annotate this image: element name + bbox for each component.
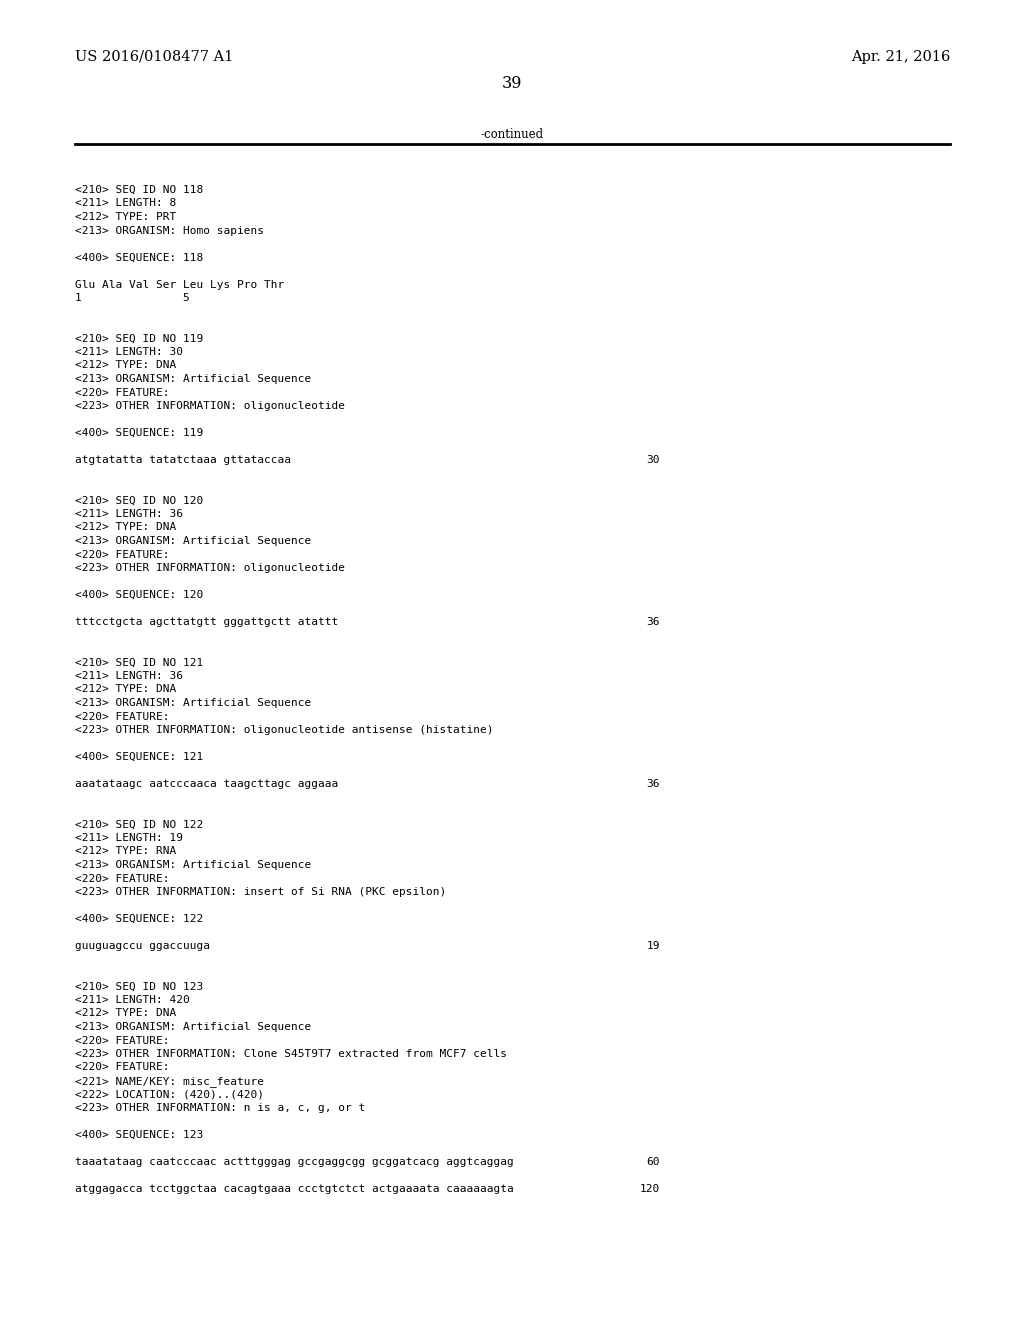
Text: <210> SEQ ID NO 119: <210> SEQ ID NO 119 [75,334,203,343]
Text: <400> SEQUENCE: 123: <400> SEQUENCE: 123 [75,1130,203,1140]
Text: <213> ORGANISM: Artificial Sequence: <213> ORGANISM: Artificial Sequence [75,1022,311,1032]
Text: 39: 39 [502,75,522,92]
Text: tttcctgcta agcttatgtt gggattgctt atattt: tttcctgcta agcttatgtt gggattgctt atattt [75,616,338,627]
Text: 120: 120 [640,1184,660,1195]
Text: atgtatatta tatatctaaa gttataccaa: atgtatatta tatatctaaa gttataccaa [75,455,291,465]
Text: 19: 19 [646,941,660,950]
Text: <400> SEQUENCE: 122: <400> SEQUENCE: 122 [75,913,203,924]
Text: <212> TYPE: PRT: <212> TYPE: PRT [75,213,176,222]
Text: -continued: -continued [480,128,544,141]
Text: <220> FEATURE:: <220> FEATURE: [75,711,170,722]
Text: <211> LENGTH: 8: <211> LENGTH: 8 [75,198,176,209]
Text: <222> LOCATION: (420)..(420): <222> LOCATION: (420)..(420) [75,1089,264,1100]
Text: <211> LENGTH: 36: <211> LENGTH: 36 [75,510,183,519]
Text: <220> FEATURE:: <220> FEATURE: [75,1063,170,1072]
Text: 60: 60 [646,1158,660,1167]
Text: <220> FEATURE:: <220> FEATURE: [75,388,170,397]
Text: <213> ORGANISM: Artificial Sequence: <213> ORGANISM: Artificial Sequence [75,861,311,870]
Text: <210> SEQ ID NO 122: <210> SEQ ID NO 122 [75,820,203,829]
Text: <400> SEQUENCE: 120: <400> SEQUENCE: 120 [75,590,203,601]
Text: <223> OTHER INFORMATION: oligonucleotide: <223> OTHER INFORMATION: oligonucleotide [75,401,345,411]
Text: <210> SEQ ID NO 123: <210> SEQ ID NO 123 [75,982,203,991]
Text: Glu Ala Val Ser Leu Lys Pro Thr: Glu Ala Val Ser Leu Lys Pro Thr [75,280,285,289]
Text: <211> LENGTH: 30: <211> LENGTH: 30 [75,347,183,356]
Text: <212> TYPE: DNA: <212> TYPE: DNA [75,360,176,371]
Text: 30: 30 [646,455,660,465]
Text: <220> FEATURE:: <220> FEATURE: [75,874,170,883]
Text: <213> ORGANISM: Artificial Sequence: <213> ORGANISM: Artificial Sequence [75,536,311,546]
Text: 1               5: 1 5 [75,293,189,304]
Text: <400> SEQUENCE: 121: <400> SEQUENCE: 121 [75,752,203,762]
Text: <221> NAME/KEY: misc_feature: <221> NAME/KEY: misc_feature [75,1076,264,1086]
Text: <211> LENGTH: 420: <211> LENGTH: 420 [75,995,189,1005]
Text: <210> SEQ ID NO 118: <210> SEQ ID NO 118 [75,185,203,195]
Text: <212> TYPE: DNA: <212> TYPE: DNA [75,523,176,532]
Text: <220> FEATURE:: <220> FEATURE: [75,1035,170,1045]
Text: taaatataag caatcccaac actttgggag gccgaggcgg gcggatcacg aggtcaggag: taaatataag caatcccaac actttgggag gccgagg… [75,1158,514,1167]
Text: <210> SEQ ID NO 121: <210> SEQ ID NO 121 [75,657,203,668]
Text: <212> TYPE: DNA: <212> TYPE: DNA [75,1008,176,1019]
Text: <210> SEQ ID NO 120: <210> SEQ ID NO 120 [75,495,203,506]
Text: Apr. 21, 2016: Apr. 21, 2016 [851,50,950,63]
Text: <212> TYPE: RNA: <212> TYPE: RNA [75,846,176,857]
Text: <223> OTHER INFORMATION: oligonucleotide: <223> OTHER INFORMATION: oligonucleotide [75,564,345,573]
Text: <400> SEQUENCE: 118: <400> SEQUENCE: 118 [75,252,203,263]
Text: <213> ORGANISM: Artificial Sequence: <213> ORGANISM: Artificial Sequence [75,698,311,708]
Text: <220> FEATURE:: <220> FEATURE: [75,549,170,560]
Text: guuguagccu ggaccuuga: guuguagccu ggaccuuga [75,941,210,950]
Text: <213> ORGANISM: Artificial Sequence: <213> ORGANISM: Artificial Sequence [75,374,311,384]
Text: atggagacca tcctggctaa cacagtgaaa ccctgtctct actgaaaata caaaaaagta: atggagacca tcctggctaa cacagtgaaa ccctgtc… [75,1184,514,1195]
Text: 36: 36 [646,779,660,789]
Text: aaatataagc aatcccaaca taagcttagc aggaaa: aaatataagc aatcccaaca taagcttagc aggaaa [75,779,338,789]
Text: <211> LENGTH: 36: <211> LENGTH: 36 [75,671,183,681]
Text: <223> OTHER INFORMATION: n is a, c, g, or t: <223> OTHER INFORMATION: n is a, c, g, o… [75,1104,366,1113]
Text: 36: 36 [646,616,660,627]
Text: <223> OTHER INFORMATION: oligonucleotide antisense (histatine): <223> OTHER INFORMATION: oligonucleotide… [75,725,494,735]
Text: <211> LENGTH: 19: <211> LENGTH: 19 [75,833,183,843]
Text: <400> SEQUENCE: 119: <400> SEQUENCE: 119 [75,428,203,438]
Text: US 2016/0108477 A1: US 2016/0108477 A1 [75,50,233,63]
Text: <223> OTHER INFORMATION: insert of Si RNA (PKC epsilon): <223> OTHER INFORMATION: insert of Si RN… [75,887,446,898]
Text: <223> OTHER INFORMATION: Clone S45T9T7 extracted from MCF7 cells: <223> OTHER INFORMATION: Clone S45T9T7 e… [75,1049,507,1059]
Text: <213> ORGANISM: Homo sapiens: <213> ORGANISM: Homo sapiens [75,226,264,235]
Text: <212> TYPE: DNA: <212> TYPE: DNA [75,685,176,694]
